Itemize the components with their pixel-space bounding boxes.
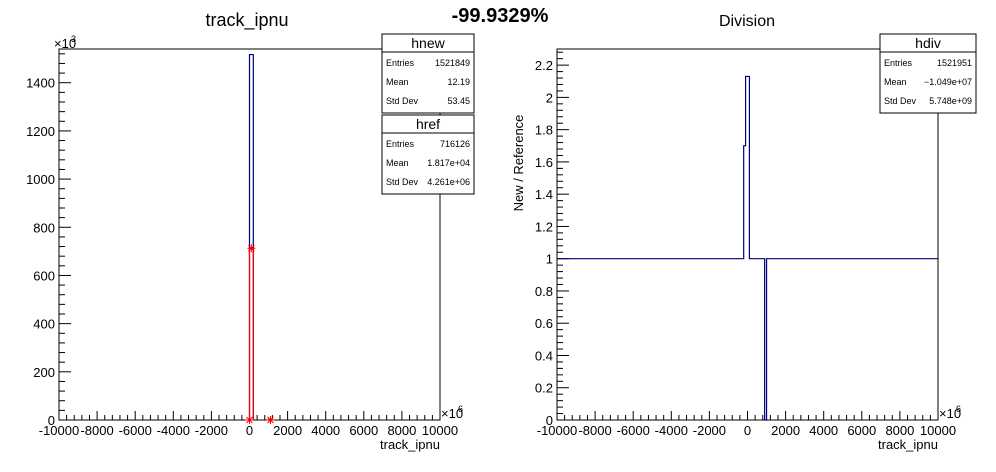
x-tick-label: 10000 (920, 423, 956, 438)
x-tick-label: -2000 (195, 423, 228, 438)
y-tick-label: 200 (33, 365, 55, 380)
x-tick-label: 8000 (387, 423, 416, 438)
histogram-bar-hnew (248, 53, 254, 420)
x-tick-label: 0 (246, 423, 253, 438)
y-tick-label: 600 (33, 268, 55, 283)
stats-box-title: hdiv (915, 35, 941, 51)
stats-row-label: Entries (884, 58, 913, 68)
x-tick-label: 2000 (771, 423, 800, 438)
stats-row-value: 1521951 (937, 58, 972, 68)
y-tick-label: 1000 (26, 172, 55, 187)
y-tick-label: 1400 (26, 76, 55, 91)
y-multiplier-base: ×10 (54, 36, 76, 51)
x-tick-label: 0 (744, 423, 751, 438)
x-tick-label: -6000 (617, 423, 650, 438)
stats-row-value: 716126 (440, 139, 470, 149)
y-multiplier-exponent: 3 (71, 34, 76, 44)
stats-box-frame (381, 114, 475, 195)
y-tick-label: 0 (546, 413, 553, 428)
histogram-bar-href (248, 247, 254, 420)
stats-box-title: href (416, 116, 440, 132)
percent-header: -99.9329% (452, 5, 549, 27)
y-multiplier: ×103 (54, 34, 76, 51)
x-tick-label: 10000 (422, 423, 458, 438)
left-chart-title: track_ipnu (205, 10, 288, 31)
stats-row-label: Mean (386, 77, 409, 87)
x-multiplier: ×106 (939, 404, 961, 421)
y-tick-label: 1 (546, 252, 553, 267)
x-multiplier-base: ×10 (441, 406, 463, 421)
x-multiplier-exponent: 6 (956, 404, 961, 414)
stats-row-value: 4.261e+06 (427, 177, 470, 187)
y-tick-label: 1200 (26, 124, 55, 139)
y-tick-label: 1.4 (535, 187, 553, 202)
stats-box-frame (879, 33, 977, 114)
x-tick-label: 4000 (311, 423, 340, 438)
x-multiplier-base: ×10 (939, 406, 961, 421)
x-tick-label: 4000 (809, 423, 838, 438)
stats-row-label: Mean (884, 77, 907, 87)
stats-row-label: Std Dev (884, 96, 917, 106)
right-chart-title: Division (719, 13, 775, 30)
y-tick-label: 1.2 (535, 219, 553, 234)
x-tick-label: -2000 (693, 423, 726, 438)
y-tick-label: 400 (33, 317, 55, 332)
stats-row-label: Entries (386, 139, 415, 149)
y-tick-label: 0.4 (535, 348, 553, 363)
y-tick-label: 0.8 (535, 284, 553, 299)
x-tick-label: -4000 (655, 423, 688, 438)
right-chart: Division track_ipnu New / Reference -100… (511, 13, 977, 452)
stats-row-label: Mean (386, 158, 409, 168)
error-marker-href (245, 416, 254, 424)
error-marker-href (247, 244, 256, 253)
right-plot-area: -10000 -8000 -6000 -4000 -2000 0 2000 4000 6000 8… (535, 33, 977, 438)
x-tick-label: -10000 (537, 423, 577, 438)
stats-box-frame (381, 33, 475, 114)
y-tick-label: 2 (546, 90, 553, 105)
y-tick-label: 0 (48, 413, 55, 428)
stats-row-label: Std Dev (386, 177, 419, 187)
stats-row-value: −1.049e+07 (924, 77, 972, 87)
x-tick-label: -4000 (157, 423, 190, 438)
stats-row-value: 12.19 (447, 77, 470, 87)
left-plot-area: -10000 -8000 -6000 -4000 -2000 0 2000 4000 6000 8… (26, 33, 475, 438)
right-xlabel: track_ipnu (878, 437, 938, 452)
y-tick-label: 0.6 (535, 316, 553, 331)
y-tick-label: 2.2 (535, 58, 553, 73)
stats-row-value: 1.817e+04 (427, 158, 470, 168)
y-tick-label: 800 (33, 220, 55, 235)
stats-row-value: 5.748e+09 (929, 96, 972, 106)
stats-row-label: Entries (386, 58, 415, 68)
right-ylabel: New / Reference (511, 115, 526, 212)
y-tick-label: 1.6 (535, 155, 553, 170)
x-tick-label: 2000 (273, 423, 302, 438)
stats-row-value: 53.45 (447, 96, 470, 106)
stats-row-label: Std Dev (386, 96, 419, 106)
x-multiplier: ×106 (441, 404, 463, 421)
x-tick-label: -8000 (578, 423, 611, 438)
stats-box-hnew: hnew Entries 1521849 Mean 12.19 Std Dev 53.45 (381, 33, 475, 114)
x-tick-label: -8000 (80, 423, 113, 438)
x-tick-label: 6000 (847, 423, 876, 438)
step-line-hdiv (557, 75, 938, 421)
x-multiplier-exponent: 6 (458, 404, 463, 414)
stats-row-value: 1521849 (435, 58, 470, 68)
x-tick-label: 6000 (349, 423, 378, 438)
error-marker-href (266, 416, 275, 424)
left-xlabel: track_ipnu (380, 437, 440, 452)
x-tick-label: -6000 (119, 423, 152, 438)
left-chart: track_ipnu track_ipnu -10000 -8000 -6000 -4… (26, 10, 475, 452)
x-tick-label: 8000 (885, 423, 914, 438)
y-tick-label: 0.2 (535, 381, 553, 396)
x-tick-label: -10000 (39, 423, 79, 438)
y-tick-label: 1.8 (535, 123, 553, 138)
stats-box-title: hnew (411, 35, 445, 51)
